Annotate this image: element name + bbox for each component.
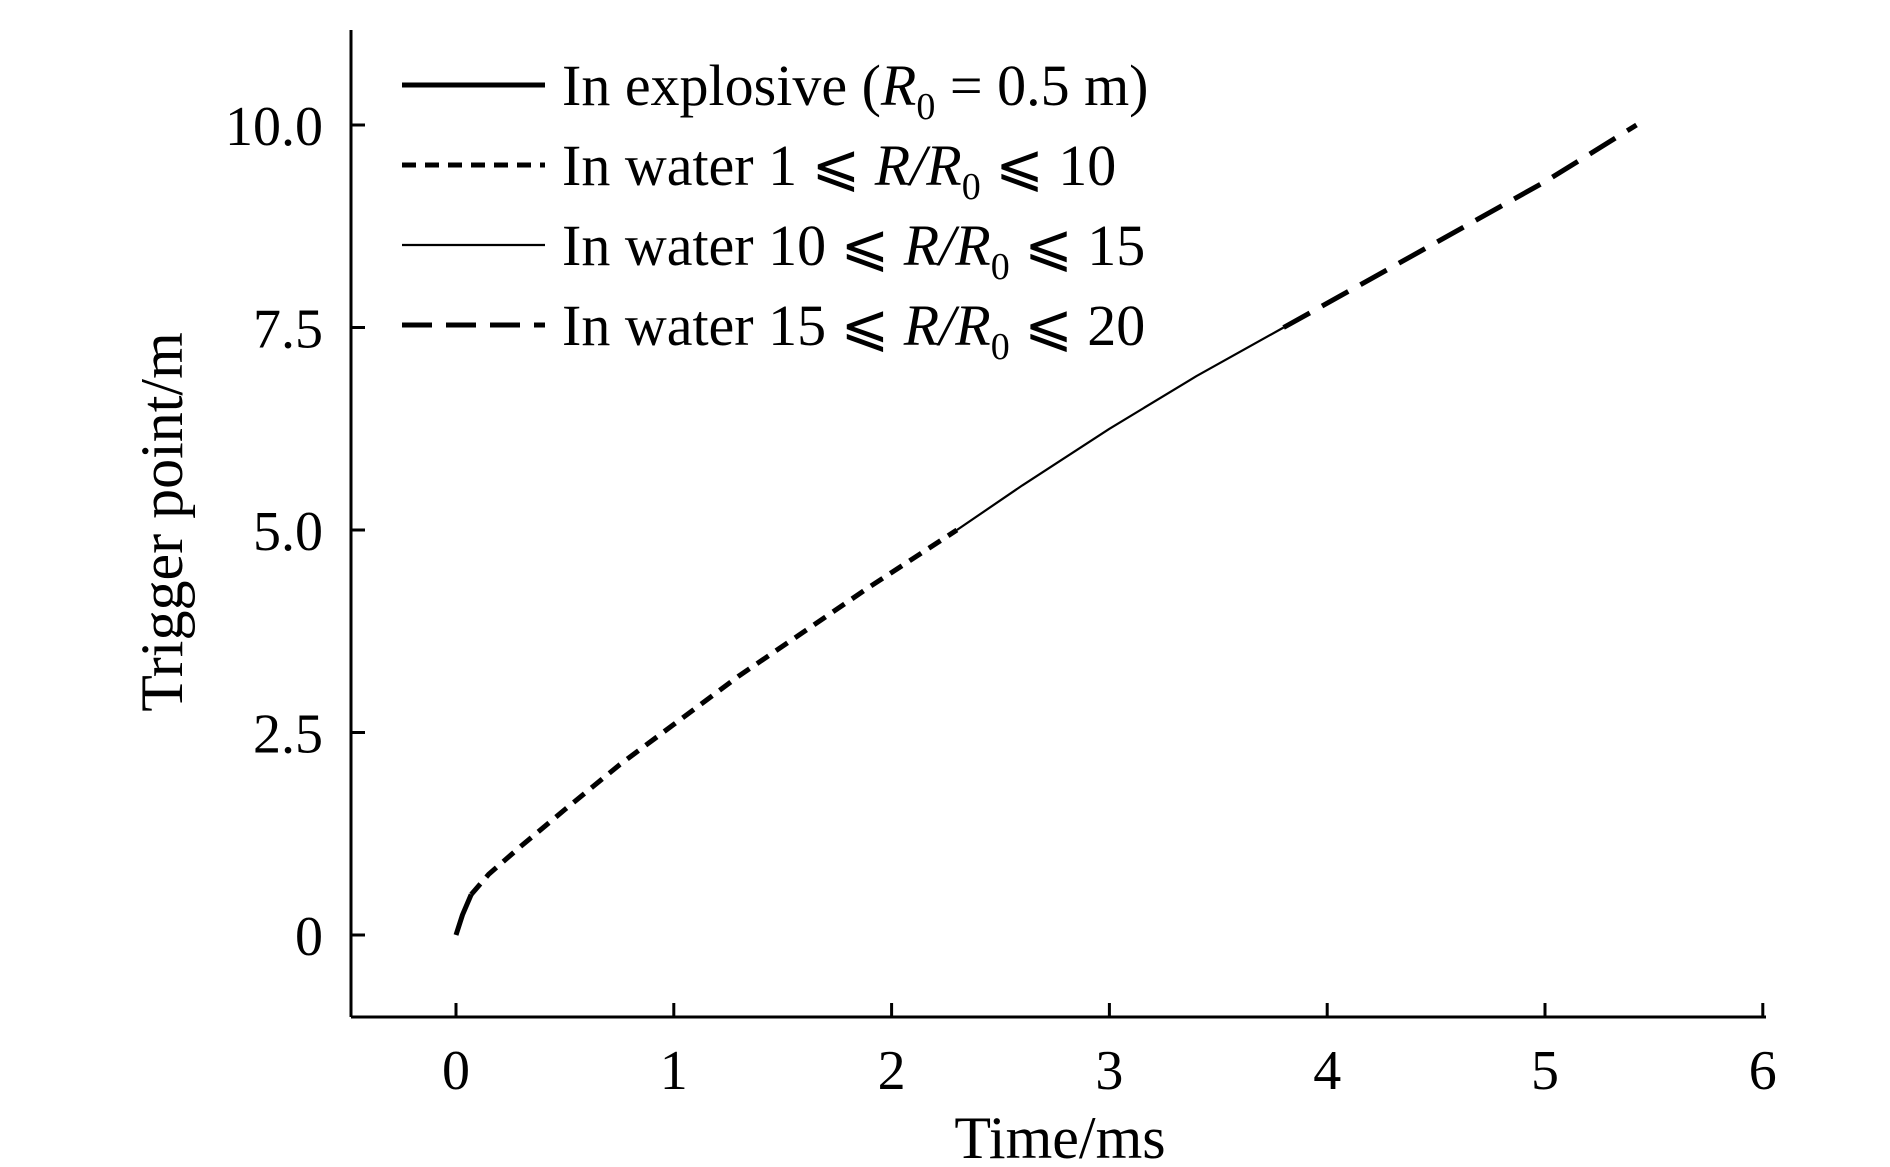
x-axis-title: Time/ms xyxy=(954,1105,1165,1167)
ticks: 0 1 2 3 4 5 6 0 2.5 5.0 7.5 10.0 xyxy=(225,96,1777,1102)
x-tick-label: 3 xyxy=(1095,1040,1123,1102)
y-tick-label: 2.5 xyxy=(253,704,323,766)
x-tick-label: 5 xyxy=(1531,1040,1559,1102)
x-tick-label: 4 xyxy=(1313,1040,1341,1102)
x-tick-label: 0 xyxy=(442,1040,470,1102)
y-axis-title: Trigger point/m xyxy=(129,332,195,711)
y-tick-label: 0 xyxy=(295,906,323,968)
x-tick-label: 6 xyxy=(1749,1040,1777,1102)
legend-label-3: In water 10 ⩽ R/R0 ⩽ 15 xyxy=(562,213,1145,288)
series-group xyxy=(453,122,1638,936)
axes xyxy=(349,30,1766,1019)
legend: In explosive (R0 = 0.5 m)In water 1 ⩽ R/… xyxy=(402,53,1149,368)
y-tick-label: 7.5 xyxy=(253,299,323,361)
series-line-2 xyxy=(469,527,959,897)
legend-label-1: In explosive (R0 = 0.5 m) xyxy=(562,53,1149,128)
x-tick-label: 1 xyxy=(660,1040,688,1102)
series-line-3 xyxy=(956,326,1285,531)
series-line-1 xyxy=(453,893,474,936)
legend-label-2: In water 1 ⩽ R/R0 ⩽ 10 xyxy=(562,133,1116,208)
series-line-4 xyxy=(1282,122,1638,330)
y-tick-label: 5.0 xyxy=(253,501,323,563)
legend-label-4: In water 15 ⩽ R/R0 ⩽ 20 xyxy=(562,293,1145,368)
x-tick-label: 2 xyxy=(878,1040,906,1102)
y-tick-label: 10.0 xyxy=(225,96,323,158)
